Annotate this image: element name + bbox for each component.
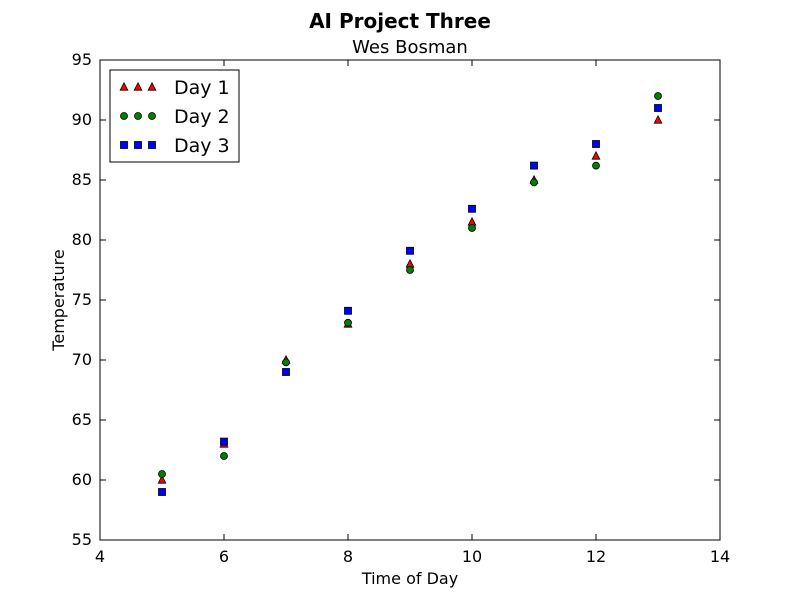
y-tick-label-65: 65	[72, 410, 92, 429]
y-axis-label: Temperature	[49, 249, 68, 351]
series-1-point-6	[467, 216, 477, 226]
legend-label-2: Day 2	[174, 106, 230, 128]
x-tick-label-4: 4	[95, 547, 105, 566]
legend-marker-2-2	[134, 112, 142, 120]
legend-label-1: Day 1	[174, 77, 230, 99]
legend-marker-1-1	[119, 81, 129, 91]
y-tick-label-85: 85	[72, 170, 92, 189]
series-2-point-9	[654, 92, 662, 100]
series-1-point-5	[405, 258, 415, 268]
series-3-point-8	[592, 140, 600, 148]
chart-title: AI Project Three	[309, 9, 491, 33]
series-2-point-7	[530, 178, 538, 187]
y-tick-label-70: 70	[72, 350, 92, 369]
legend-marker-2-3	[148, 112, 156, 120]
series-2-point-1	[158, 470, 166, 478]
chart-subtitle: Wes Bosman	[352, 37, 468, 58]
x-axis-label: Time of Day	[361, 569, 458, 588]
series-3-point-2	[220, 437, 228, 446]
x-tick-label-14: 14	[710, 547, 730, 566]
legend-marker-1-3	[147, 81, 157, 91]
y-tick-label-55: 55	[72, 530, 92, 549]
series-2-point-8	[592, 161, 600, 170]
legend-box	[109, 69, 240, 163]
series-1-point-8	[591, 150, 601, 160]
legend-marker-1-2	[133, 81, 143, 91]
series-3-point-5	[406, 246, 414, 255]
y-tick-label-60: 60	[72, 470, 92, 489]
series-1-point-1	[157, 474, 167, 484]
marker-layer	[157, 92, 663, 496]
series-2-point-3	[282, 358, 290, 367]
series-3-point-4	[344, 306, 352, 315]
x-tick-label-6: 6	[219, 547, 229, 566]
series-2-point-6	[468, 224, 476, 232]
tick-layer: 4 6 8 10 12 14 55 60 65 70 75 80 85 90 95	[72, 50, 731, 566]
series-3-point-6	[468, 204, 476, 213]
legend-marker-2-1	[120, 112, 128, 120]
legend-marker-3-3	[148, 141, 156, 149]
legend-label-3: Day 3	[174, 135, 230, 157]
series-2-point-5	[406, 266, 414, 274]
plot-frame	[99, 59, 721, 541]
series-2-point-2	[220, 452, 228, 460]
x-tick-label-8: 8	[343, 547, 353, 566]
series-2-point-4	[344, 318, 352, 327]
series-3-point-9	[654, 104, 662, 112]
series-3-point-7	[530, 161, 538, 170]
x-tick-label-10: 10	[462, 547, 482, 566]
series-1-point-9	[653, 114, 663, 124]
y-tick-label-75: 75	[72, 290, 92, 309]
legend: Day 1 Day 2 Day 3	[109, 69, 240, 163]
y-tick-label-95: 95	[72, 50, 92, 69]
y-tick-label-80: 80	[72, 230, 92, 249]
x-tick-label-12: 12	[586, 547, 606, 566]
series-3-point-3	[282, 368, 290, 376]
series-3-point-1	[158, 488, 166, 496]
legend-marker-3-2	[134, 141, 142, 149]
legend-marker-3-1	[120, 141, 128, 149]
y-tick-label-90: 90	[72, 110, 92, 129]
